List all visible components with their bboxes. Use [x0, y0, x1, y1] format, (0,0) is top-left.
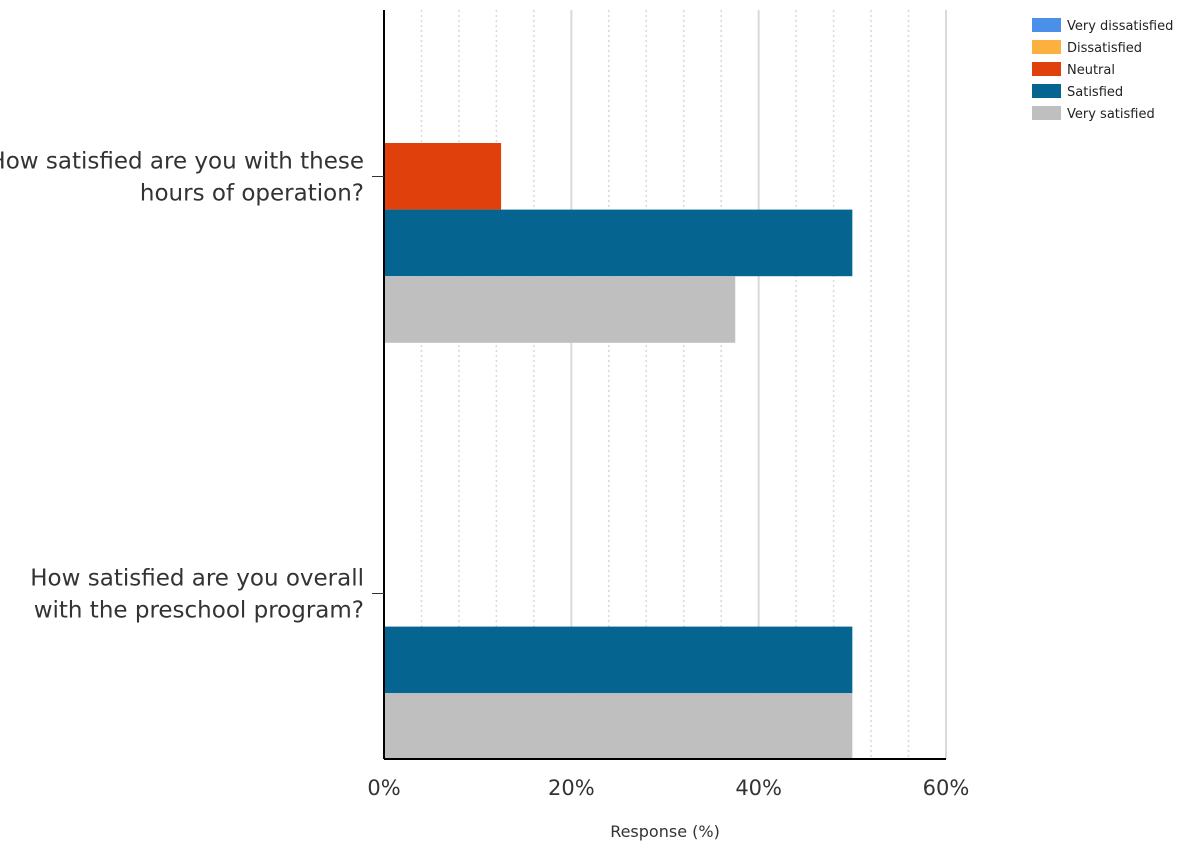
- legend-swatch: [1032, 62, 1061, 76]
- category-label: How satisfied are you overall: [30, 566, 364, 592]
- legend-label: Satisfied: [1067, 85, 1123, 100]
- bar-neutral-1: [384, 143, 502, 210]
- legend-label: Very satisfied: [1067, 107, 1155, 122]
- legend-label: Dissatisfied: [1067, 41, 1142, 56]
- category-labels: How satisfied are you with these hours of…: [0, 149, 364, 624]
- bar-satisfied-2: [384, 626, 853, 694]
- legend-label: Neutral: [1067, 63, 1115, 78]
- category-label: hours of operation?: [140, 181, 364, 207]
- x-tick-label: 60%: [923, 776, 970, 800]
- bar-very-satisfied-1: [384, 276, 736, 343]
- category-label: How satisfied are you with these: [0, 149, 364, 175]
- category-label: with the preschool program?: [34, 598, 364, 624]
- x-tick-labels: 0% 20% 40% 60%: [367, 776, 969, 800]
- legend-swatch: [1032, 106, 1061, 120]
- bars: [384, 143, 853, 760]
- legend-swatch: [1032, 84, 1061, 98]
- x-axis-title: Response (%): [610, 822, 720, 841]
- legend-swatch: [1032, 40, 1061, 54]
- legend-swatch: [1032, 18, 1061, 32]
- bar-very-satisfied-2: [384, 693, 853, 760]
- bar-satisfied-1: [384, 209, 853, 277]
- axes: [372, 10, 946, 760]
- legend: Very dissatisfied Dissatisfied Neutral Sati…: [1032, 18, 1173, 122]
- x-tick-label: 0%: [367, 776, 400, 800]
- x-tick-label: 20%: [548, 776, 595, 800]
- legend-label: Very dissatisfied: [1067, 19, 1173, 34]
- x-tick-label: 40%: [735, 776, 782, 800]
